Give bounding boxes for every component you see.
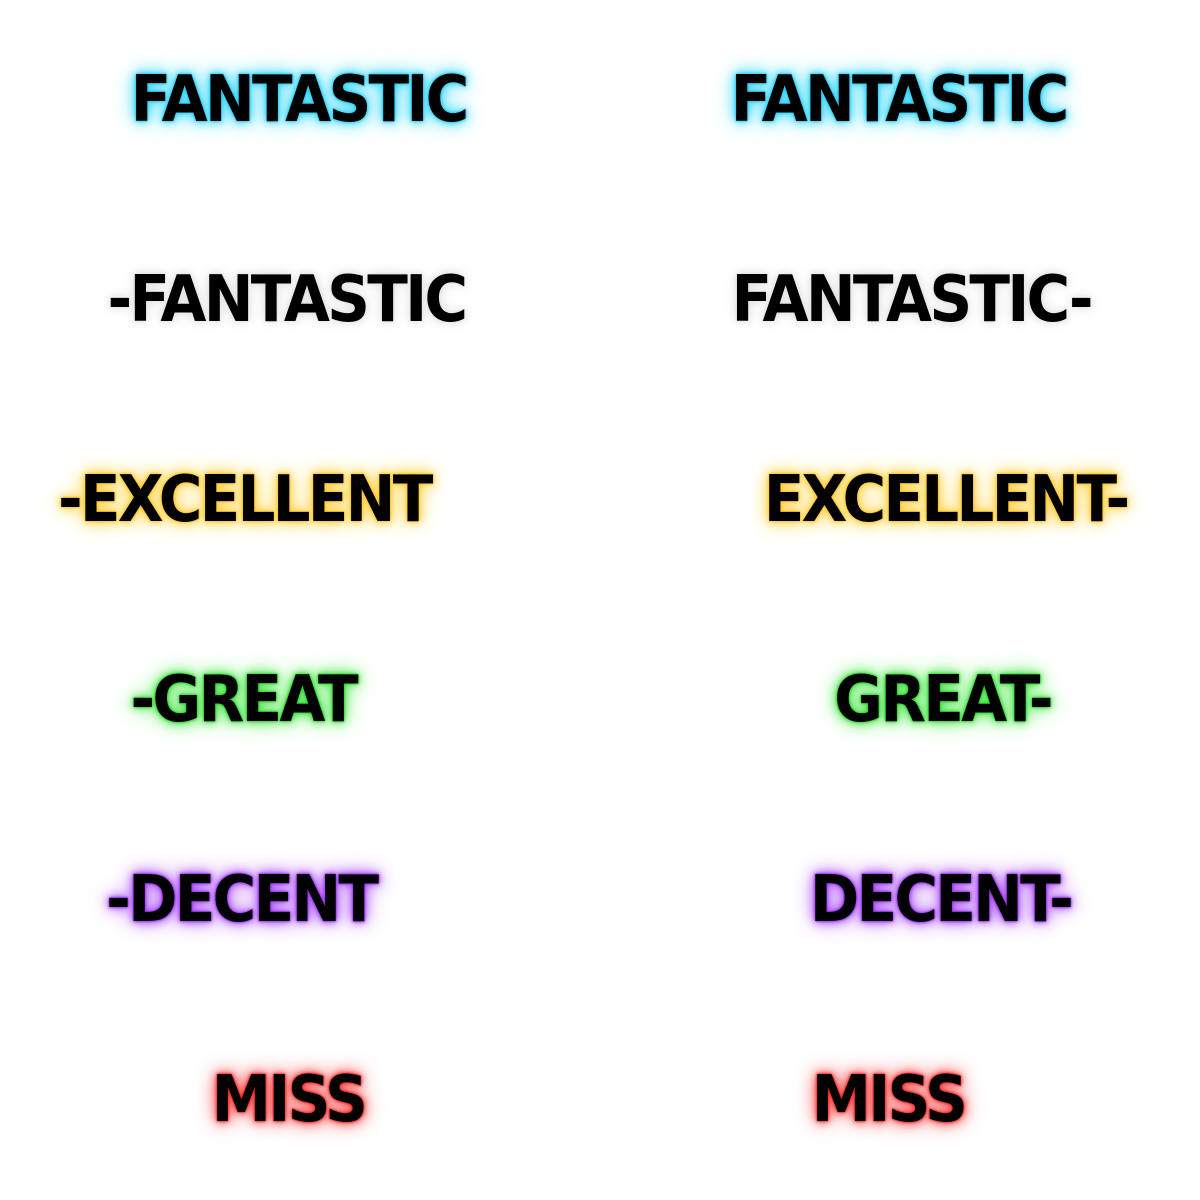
judgement-excellent-right: EXCELLENT- xyxy=(763,463,1131,537)
judgement-fantastic-white-left: -FANTASTIC xyxy=(107,263,468,337)
judgement-decent-right: DECENT- xyxy=(809,863,1074,937)
judgement-fantastic-cyan-left: FANTASTIC xyxy=(130,63,470,137)
judgement-great-left: -GREAT xyxy=(130,663,358,737)
judgement-miss-right: MISS xyxy=(811,1063,968,1137)
judgement-fantastic-white-right: FANTASTIC- xyxy=(731,263,1094,337)
judgement-decent-left: -DECENT xyxy=(106,863,379,937)
judgement-great-right: GREAT- xyxy=(834,663,1053,737)
judgement-miss-left: MISS xyxy=(211,1063,368,1137)
judgement-excellent-left: -EXCELLENT xyxy=(58,463,433,537)
judgement-fantastic-cyan-right: FANTASTIC xyxy=(730,63,1070,137)
